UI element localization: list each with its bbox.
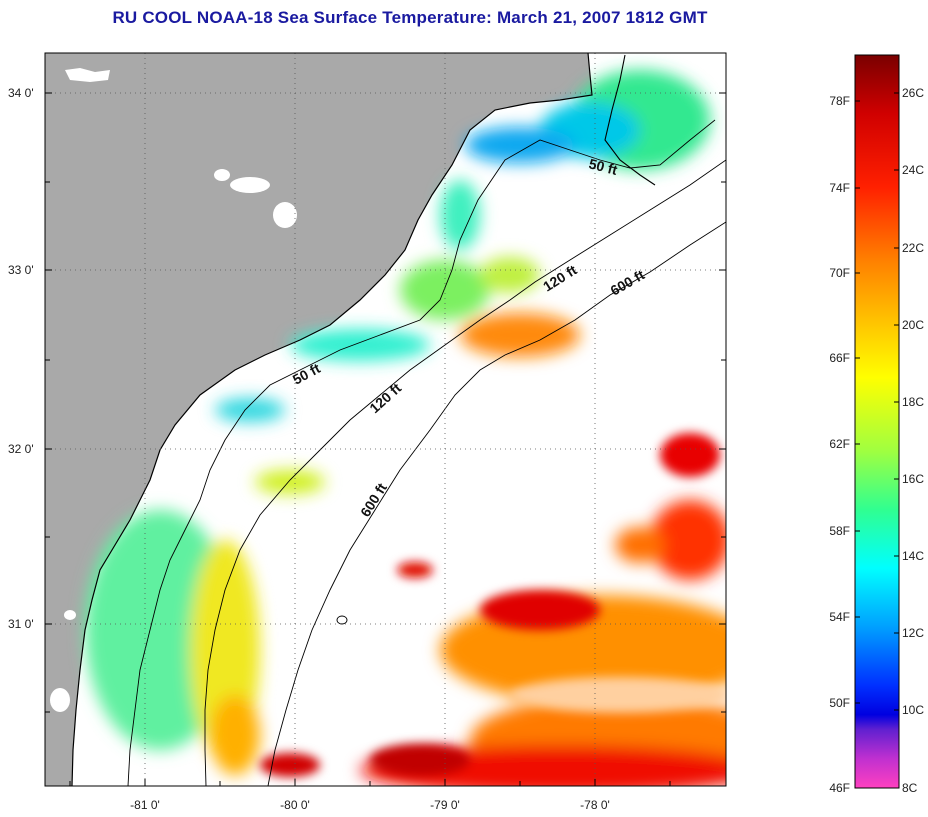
lat-tick-label: 32 0': [8, 442, 34, 456]
lon-tick-label: -78 0': [580, 798, 610, 812]
lon-tick-label: -79 0': [430, 798, 460, 812]
page-title: RU COOL NOAA-18 Sea Surface Temperature:…: [112, 8, 708, 27]
lat-tick-label: 34 0': [8, 86, 34, 100]
map-plot-area: 50 ft 50 ft 120 ft 120 ft 600 ft 600 ft: [45, 53, 726, 786]
isobath-50ft: [127, 119, 716, 786]
coastline: [71, 53, 593, 786]
map-frame: [44, 52, 727, 787]
isobath-label: 50 ft: [587, 155, 619, 178]
lat-tick-label: 31 0': [8, 617, 34, 631]
lat-tick-label: 33 0': [8, 263, 34, 277]
graticule: [45, 53, 726, 786]
land-mass: [45, 53, 592, 786]
cloud-mask: [50, 68, 297, 712]
isobath-600ft: [267, 221, 726, 786]
lon-tick-label: -81 0': [130, 798, 160, 812]
lon-tick-label: -80 0': [280, 798, 310, 812]
isobath-120ft: [204, 159, 726, 786]
sst-field: [85, 70, 726, 786]
